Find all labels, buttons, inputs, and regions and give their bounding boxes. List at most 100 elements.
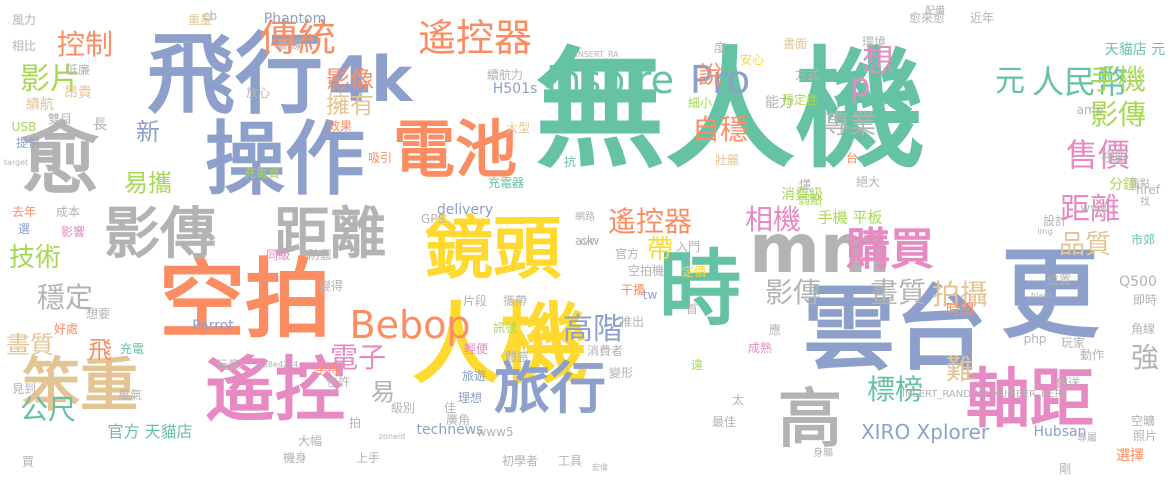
word-41: 易攜 [124, 169, 172, 197]
word-180: 配備 [925, 6, 945, 17]
word-154: 買 [21, 455, 35, 469]
word-103: 安心 [739, 53, 765, 67]
word-155: 好處 [53, 322, 79, 336]
word-72: 時間 [946, 302, 974, 318]
word-17: 旅行 [494, 357, 606, 422]
word-168: www [1080, 201, 1110, 215]
word-98: 弱點 [797, 193, 823, 207]
word-136: 遠 [690, 358, 704, 372]
word-102: 細小 [687, 96, 713, 110]
word-113: 去年 [11, 205, 37, 219]
word-54: 飛 [88, 336, 112, 364]
word-188: zoneid [378, 432, 406, 441]
word-173: 空曠 [1130, 414, 1156, 428]
word-156: 想要 [85, 307, 111, 321]
word-145: 也許 [325, 375, 351, 389]
word-88: 重量 [187, 13, 213, 27]
word-97: 懂 [798, 178, 812, 192]
word-21: 傳統 [259, 16, 337, 60]
word-182: 宏偉 [592, 463, 608, 472]
word-128: 干擾 [620, 283, 646, 297]
word-5: 操作 [205, 113, 365, 206]
word-92: 吸引 [367, 151, 393, 165]
word-178: 指點 [1130, 179, 1150, 190]
word-46: 拍攝 [931, 278, 989, 311]
word-48: 畫質 [869, 276, 927, 309]
word-100: 穩定性 [781, 93, 819, 107]
word-158: 手持 [314, 363, 340, 377]
word-126: 空拍機 [627, 264, 665, 278]
word-65: 能力 [765, 95, 793, 111]
word-1: 雲台 [802, 276, 988, 383]
word-38: 專業 [823, 110, 877, 140]
word-58: 標榜 [866, 373, 924, 406]
word-104: 度 [713, 41, 727, 55]
word-34: 手機 [1089, 63, 1147, 96]
word-166: amp [1076, 103, 1104, 117]
word-29: 影片 [20, 62, 80, 97]
word-87: 低廉 [65, 63, 91, 77]
word-69: 市郊 [1130, 233, 1156, 247]
word-77: technews [416, 422, 484, 438]
word-122: 防震 [307, 248, 333, 262]
word-167: href [1136, 183, 1160, 197]
word-153: 工具 [557, 454, 583, 468]
word-184: INSERT_RANDOM_NUMBER_HERE [901, 389, 1069, 400]
word-177: 專屬 [1077, 433, 1097, 444]
word-165: cb [202, 9, 218, 23]
word-45: 品質 [1058, 230, 1112, 260]
word-40: 新 [136, 118, 160, 146]
word-25: 購買 [846, 224, 934, 275]
word-83: GPS [420, 212, 446, 226]
word-190: ck [580, 234, 594, 248]
word-107: 愈來愈 [908, 11, 946, 25]
word-109: 風力 [11, 13, 37, 27]
word-86: 長 [93, 117, 107, 133]
word-71: 即時 [1132, 293, 1158, 307]
word-143: 理想 [457, 391, 483, 405]
word-176: 身軀 [813, 448, 833, 459]
word-70: Q500 [1119, 274, 1157, 290]
word-7: 鏡頭 [424, 210, 562, 289]
word-105: 書面 [782, 37, 808, 51]
word-43: 遙控器 [607, 205, 693, 238]
word-120: 續航力 [486, 68, 524, 82]
word-23: Inspire [546, 58, 674, 102]
word-79: Phantom [263, 11, 327, 27]
word-66: 天貓店 元 [1104, 42, 1166, 58]
word-63: 手機 平板 [817, 208, 883, 227]
word-138: 成熟 [747, 341, 773, 355]
word-108: 近年 [969, 11, 995, 25]
word-26: 元 [995, 64, 1025, 99]
word-27: 人民幣 [1031, 63, 1129, 101]
word-141: 最佳 [711, 415, 737, 429]
word-8: 時 [658, 242, 742, 337]
word-112: 提供 [15, 136, 41, 150]
word-55: 公尺 [19, 393, 77, 426]
word-137: 變形 [608, 366, 634, 380]
word-31: 擁有 [326, 91, 374, 119]
word-125: 官方 [614, 247, 640, 261]
word-64: 消費級 [781, 187, 823, 203]
word-171: 玩家 [1060, 336, 1086, 350]
word-150: 上手 [355, 451, 381, 465]
word-181: 網路 [575, 212, 595, 223]
word-51: 技術 [8, 243, 62, 273]
word-36: 說 [698, 61, 722, 89]
word-74: 傳送 [1055, 376, 1081, 390]
word-52: 穩定 [36, 281, 94, 314]
word-19: 高 [778, 383, 842, 457]
word-42: 相機 [744, 203, 802, 236]
word-132: 訊號 [492, 321, 518, 335]
word-117: 雙目 [47, 112, 73, 126]
word-161: 見到 [11, 382, 37, 396]
word-169: 設計 [1042, 214, 1068, 228]
word-49: 帶 [646, 235, 674, 265]
word-82: delivery [436, 202, 494, 218]
word-30: 影像 [326, 66, 374, 94]
word-35: 影傳 [1089, 98, 1147, 131]
word-111: USB [11, 120, 37, 134]
word-101: 方式 [794, 68, 820, 82]
word-95: 壯麗 [714, 153, 740, 167]
word-189: img [1037, 227, 1053, 236]
